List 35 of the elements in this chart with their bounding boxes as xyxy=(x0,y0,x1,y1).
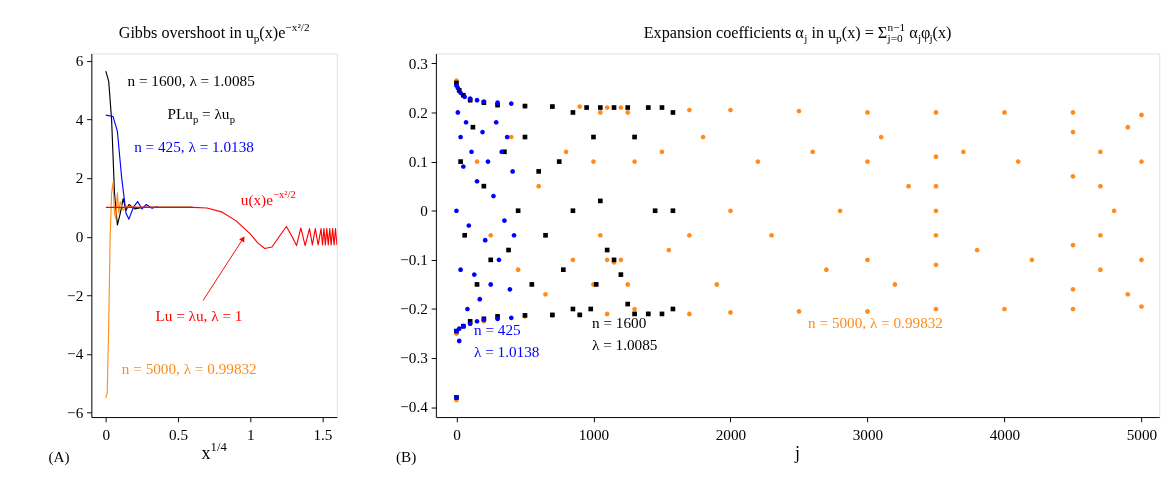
y-tick-label: 0.1 xyxy=(408,152,428,170)
series-label: n = 1600, λ = 1.0085 xyxy=(127,71,256,89)
x-tick-label: 1 xyxy=(246,426,255,444)
y-tick-label: 0 xyxy=(420,201,429,219)
y-tick-label: 2 xyxy=(75,169,84,187)
y-tick-label: −0.1 xyxy=(400,251,428,269)
y-tick-label: 0 xyxy=(75,227,84,245)
y-tick-label: 0.3 xyxy=(408,54,429,72)
series-label: n = 425 λ = 1.0138 xyxy=(474,321,540,361)
y-tick-label: −4 xyxy=(67,345,84,363)
x-tick-label: 0 xyxy=(102,426,111,444)
annotation: Lu = λu, λ = 1 xyxy=(155,307,243,325)
y-tick-label: −0.2 xyxy=(400,300,428,318)
x-tick-label: 0 xyxy=(453,426,462,444)
x-axis-title: j xyxy=(794,442,801,463)
y-tick-label: −6 xyxy=(67,403,84,421)
x-tick-label: 4000 xyxy=(989,426,1021,444)
x-tick-label: 5000 xyxy=(1126,426,1158,444)
x-tick-label: 1.5 xyxy=(313,426,333,444)
x-tick-label: 1000 xyxy=(578,426,610,444)
x-tick-label: 2000 xyxy=(715,426,747,444)
y-tick-label: 0.2 xyxy=(408,103,428,121)
y-tick-label: −0.3 xyxy=(400,349,429,367)
y-tick-label: −2 xyxy=(67,286,84,304)
text: (B) xyxy=(395,447,417,466)
series-label: n = 425, λ = 1.0138 xyxy=(134,138,255,156)
text: (A) xyxy=(48,447,70,466)
y-tick-label: −0.4 xyxy=(400,398,429,416)
series-label: n = 5000, λ = 0.99832 xyxy=(121,360,257,378)
series-label: n = 1600 λ = 1.0085 xyxy=(592,313,658,353)
x-tick-label: 0.5 xyxy=(169,426,189,444)
y-tick-label: 4 xyxy=(75,110,84,128)
series-label: n = 5000, λ = 0.99832 xyxy=(808,313,943,331)
x-tick-label: 3000 xyxy=(852,426,884,444)
y-tick-label: 6 xyxy=(75,52,84,70)
